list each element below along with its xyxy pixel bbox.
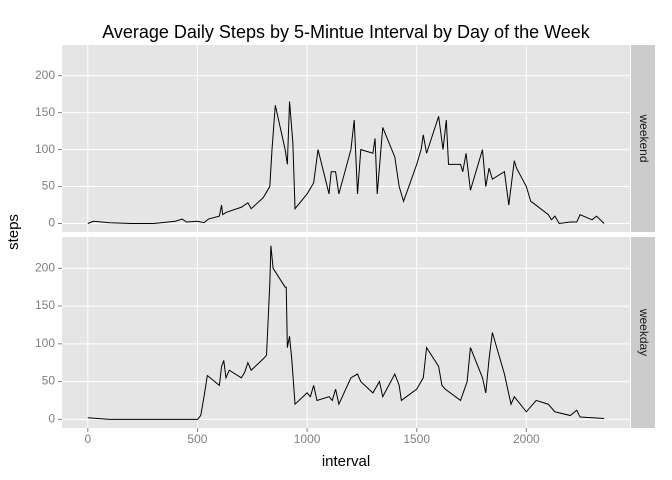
strip-label: weekend	[637, 113, 651, 162]
y-tick-label: 100	[35, 336, 55, 350]
x-tick-label: 2000	[513, 432, 540, 446]
y-tick-label: 0	[48, 216, 55, 230]
x-axis-label: interval	[322, 453, 370, 470]
y-tick-label: 150	[35, 298, 55, 312]
y-tick-label: 50	[42, 374, 56, 388]
y-tick-label: 0	[48, 411, 55, 425]
x-tick-label: 1000	[294, 432, 321, 446]
x-tick-label: 1500	[403, 432, 430, 446]
strip-background	[631, 45, 655, 232]
chart-title: Average Daily Steps by 5-Mintue Interval…	[102, 22, 591, 42]
y-tick-label: 200	[35, 68, 55, 82]
y-tick-label: 200	[35, 261, 55, 275]
panel-background	[62, 237, 630, 428]
x-tick-label: 0	[84, 432, 91, 446]
y-axis-label: steps	[5, 214, 22, 250]
y-tick-label: 100	[35, 142, 55, 156]
strip-background	[631, 237, 655, 428]
panel-background	[62, 45, 630, 232]
y-tick-label: 150	[35, 105, 55, 119]
x-tick-label: 500	[187, 432, 207, 446]
y-tick-label: 50	[42, 179, 56, 193]
data-line	[87, 101, 605, 225]
data-line	[87, 245, 605, 420]
strip-label: weekday	[637, 308, 651, 356]
